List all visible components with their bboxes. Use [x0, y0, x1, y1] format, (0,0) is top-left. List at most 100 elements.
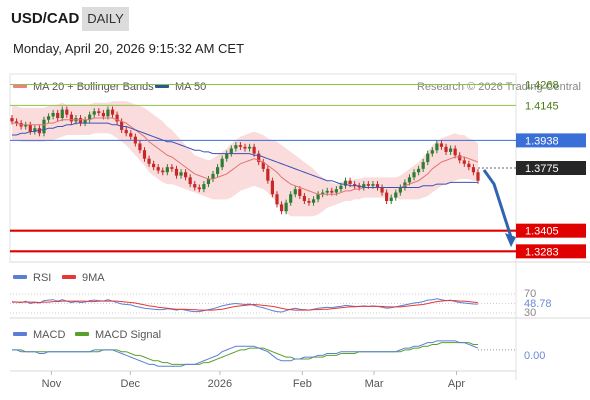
candle-body — [14, 121, 19, 124]
rsi-lines — [10, 293, 516, 314]
candle-body — [307, 201, 311, 203]
candle-body — [407, 177, 412, 183]
candle-body — [471, 167, 476, 173]
candle-body — [193, 184, 197, 188]
candle-body — [179, 172, 183, 176]
projection-arrow-line — [482, 169, 513, 238]
candle-body — [302, 195, 306, 202]
candle-body — [448, 148, 453, 152]
candle-body — [334, 189, 338, 193]
candle-body — [357, 185, 361, 188]
candle-body — [78, 118, 83, 124]
candle-body — [316, 194, 320, 200]
candle-body — [284, 202, 288, 212]
macd-signal-legend-label: MACD Signal — [95, 329, 161, 341]
timeframe-button[interactable]: DAILY — [82, 7, 129, 31]
macd-line — [12, 340, 479, 367]
candle-body — [152, 163, 156, 168]
price-level-tag — [516, 133, 586, 148]
candle-body — [435, 143, 439, 151]
bollinger-bands — [12, 101, 478, 217]
candle-body — [270, 180, 275, 195]
rsi-value-label: 48.78 — [524, 298, 552, 310]
rsi-level-30: 30 — [524, 307, 536, 319]
candle-body — [110, 109, 115, 115]
x-tick-label: 2026 — [208, 378, 232, 390]
candle-body — [275, 194, 279, 205]
price-level-label: 1.3405 — [525, 226, 559, 238]
candle-body — [247, 146, 252, 149]
candle-body — [353, 184, 357, 186]
candle-body — [348, 180, 352, 185]
candle-body — [279, 204, 284, 212]
x-tick-label: Mar — [365, 378, 384, 390]
candle-body — [215, 167, 220, 174]
x-tick-label: Nov — [42, 378, 62, 390]
candle-body — [92, 111, 96, 115]
rsi-ma-legend-swatch — [62, 275, 76, 279]
rsi-legend-label: RSI — [33, 272, 51, 284]
candle-body — [124, 129, 128, 134]
candle-body — [197, 187, 201, 190]
candle-body — [330, 190, 334, 193]
candle-body — [33, 128, 37, 132]
candle-body — [161, 170, 165, 173]
candle-body — [42, 119, 46, 134]
candle-body — [394, 192, 398, 198]
candle-body — [426, 153, 430, 163]
candle-body — [120, 121, 124, 130]
candle-body — [238, 145, 243, 147]
candle-body — [225, 153, 229, 159]
timestamp: Monday, April 20, 2026 9:15:32 AM CET — [13, 41, 245, 56]
ma50-line — [12, 122, 478, 188]
candle-body — [476, 172, 480, 181]
candle-body — [184, 172, 188, 178]
candle-body — [257, 153, 261, 163]
candle-body — [339, 185, 343, 190]
price-level-tag — [516, 223, 586, 238]
candle-body — [385, 192, 389, 202]
price-level-label: 1.3775 — [525, 163, 559, 175]
candle-body — [293, 189, 297, 195]
candle-body — [28, 124, 32, 132]
rsi-ma-line — [12, 300, 479, 311]
price-level-label: 1.4268 — [525, 80, 559, 92]
candle-body — [83, 119, 87, 124]
candle-body — [439, 143, 444, 147]
candle-body — [206, 179, 211, 185]
candle-body — [60, 109, 64, 119]
candle-body — [229, 148, 233, 154]
candle-body — [389, 197, 393, 202]
rsi-line — [11, 298, 479, 313]
projection-arrow — [482, 169, 516, 248]
candle-body — [211, 173, 215, 180]
candle-body — [362, 184, 366, 188]
price-level-labels: 1.4268 1.4145 1.3938 1.3775 1.3405 1.3283 — [516, 80, 586, 259]
candle-body — [220, 158, 224, 168]
candle-body — [311, 199, 316, 203]
macd-lines — [12, 340, 516, 367]
candle-body — [458, 155, 462, 161]
candle-body — [398, 187, 402, 193]
candle-body — [10, 118, 14, 122]
ma20-legend-label: MA 20 + Bollinger Bands — [33, 81, 154, 93]
macd-signal-legend-swatch — [75, 332, 89, 336]
candle-body — [325, 190, 329, 193]
candle-body — [366, 184, 370, 186]
price-level-tag — [516, 244, 586, 259]
candle-body — [380, 187, 384, 193]
projection-arrowhead — [505, 233, 516, 248]
currency-pair-title: USD/CAD — [11, 10, 80, 27]
candle-body — [462, 160, 466, 164]
candle-body — [115, 114, 119, 122]
candle-body — [298, 189, 302, 196]
candle-body — [252, 146, 256, 154]
candle-body — [170, 167, 174, 169]
candle-body — [138, 143, 142, 151]
price-level-label: 1.4145 — [525, 100, 559, 112]
candle-body — [467, 163, 471, 168]
candle-body — [266, 168, 270, 181]
candle-body — [421, 162, 425, 169]
candlesticks — [10, 106, 480, 215]
